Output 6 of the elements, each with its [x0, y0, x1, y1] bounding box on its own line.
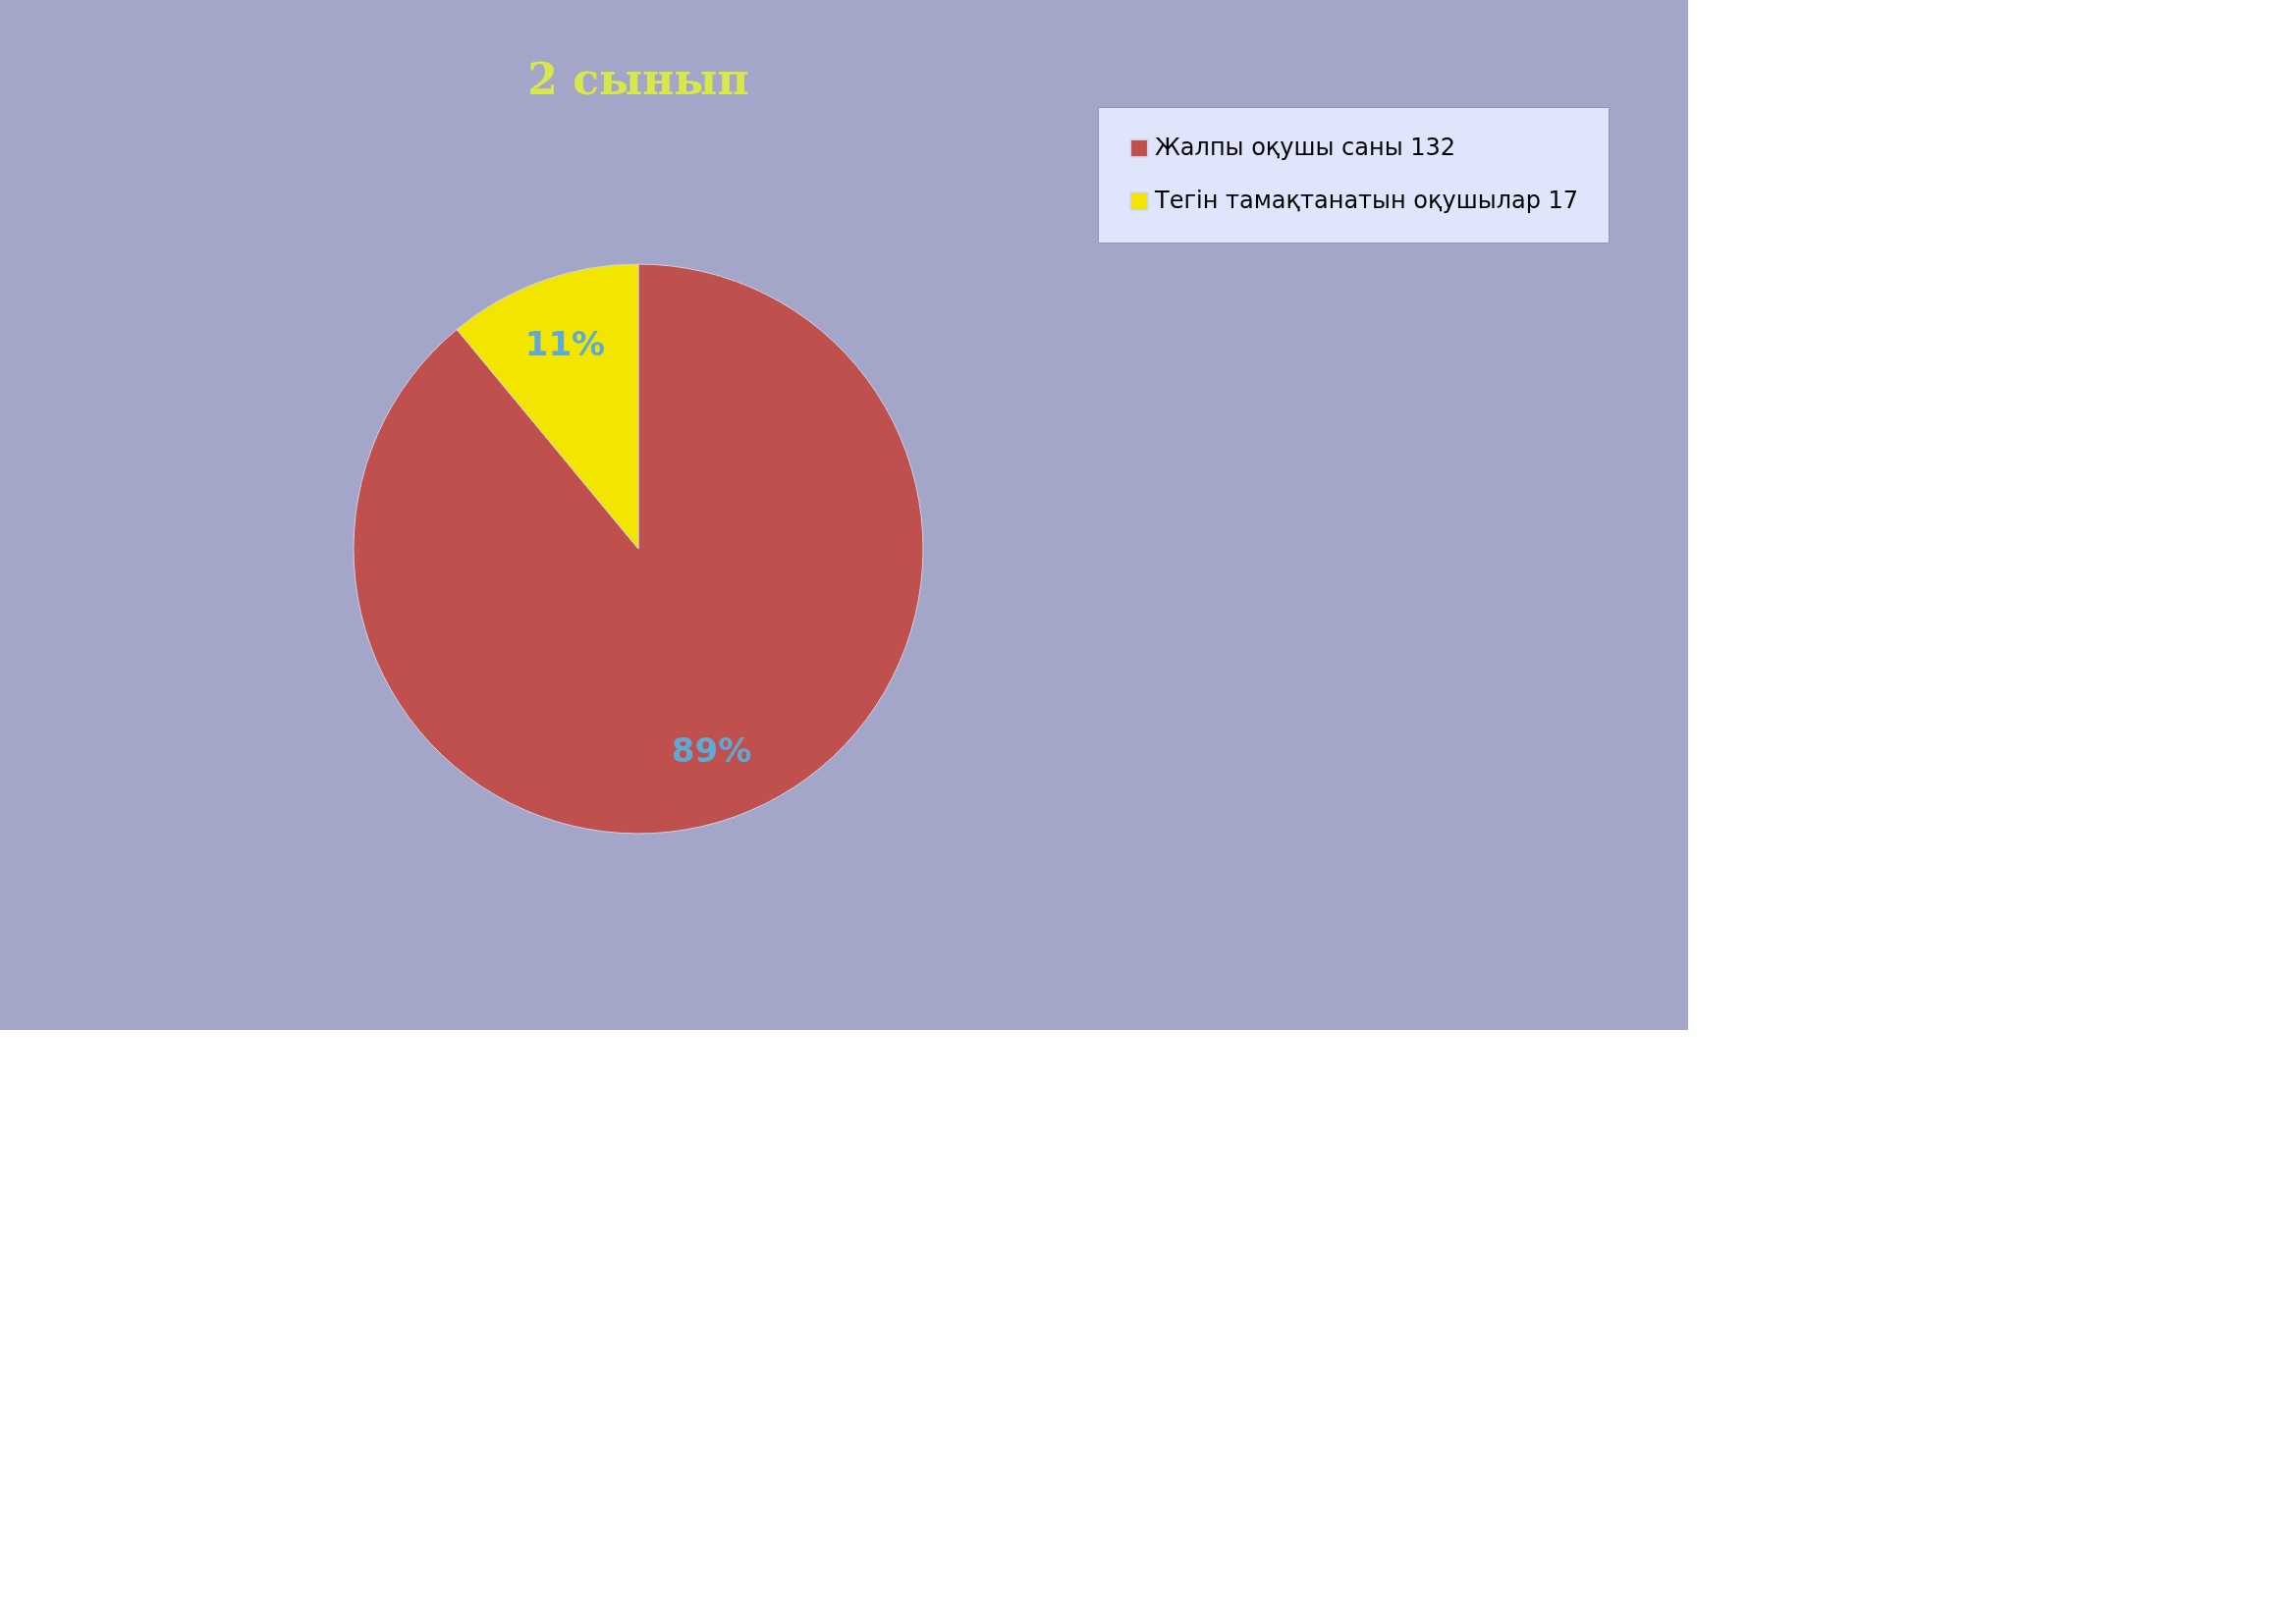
chart-title: 2 сынып [527, 53, 749, 104]
legend-label: Жалпы оқушы саны 132 [1155, 134, 1456, 161]
legend-label: Тегін тамақтанатын оқушылар 17 [1154, 187, 1579, 214]
data-label: 11% [524, 324, 606, 364]
data-label: 89% [671, 730, 752, 770]
pie-slice [353, 263, 924, 835]
